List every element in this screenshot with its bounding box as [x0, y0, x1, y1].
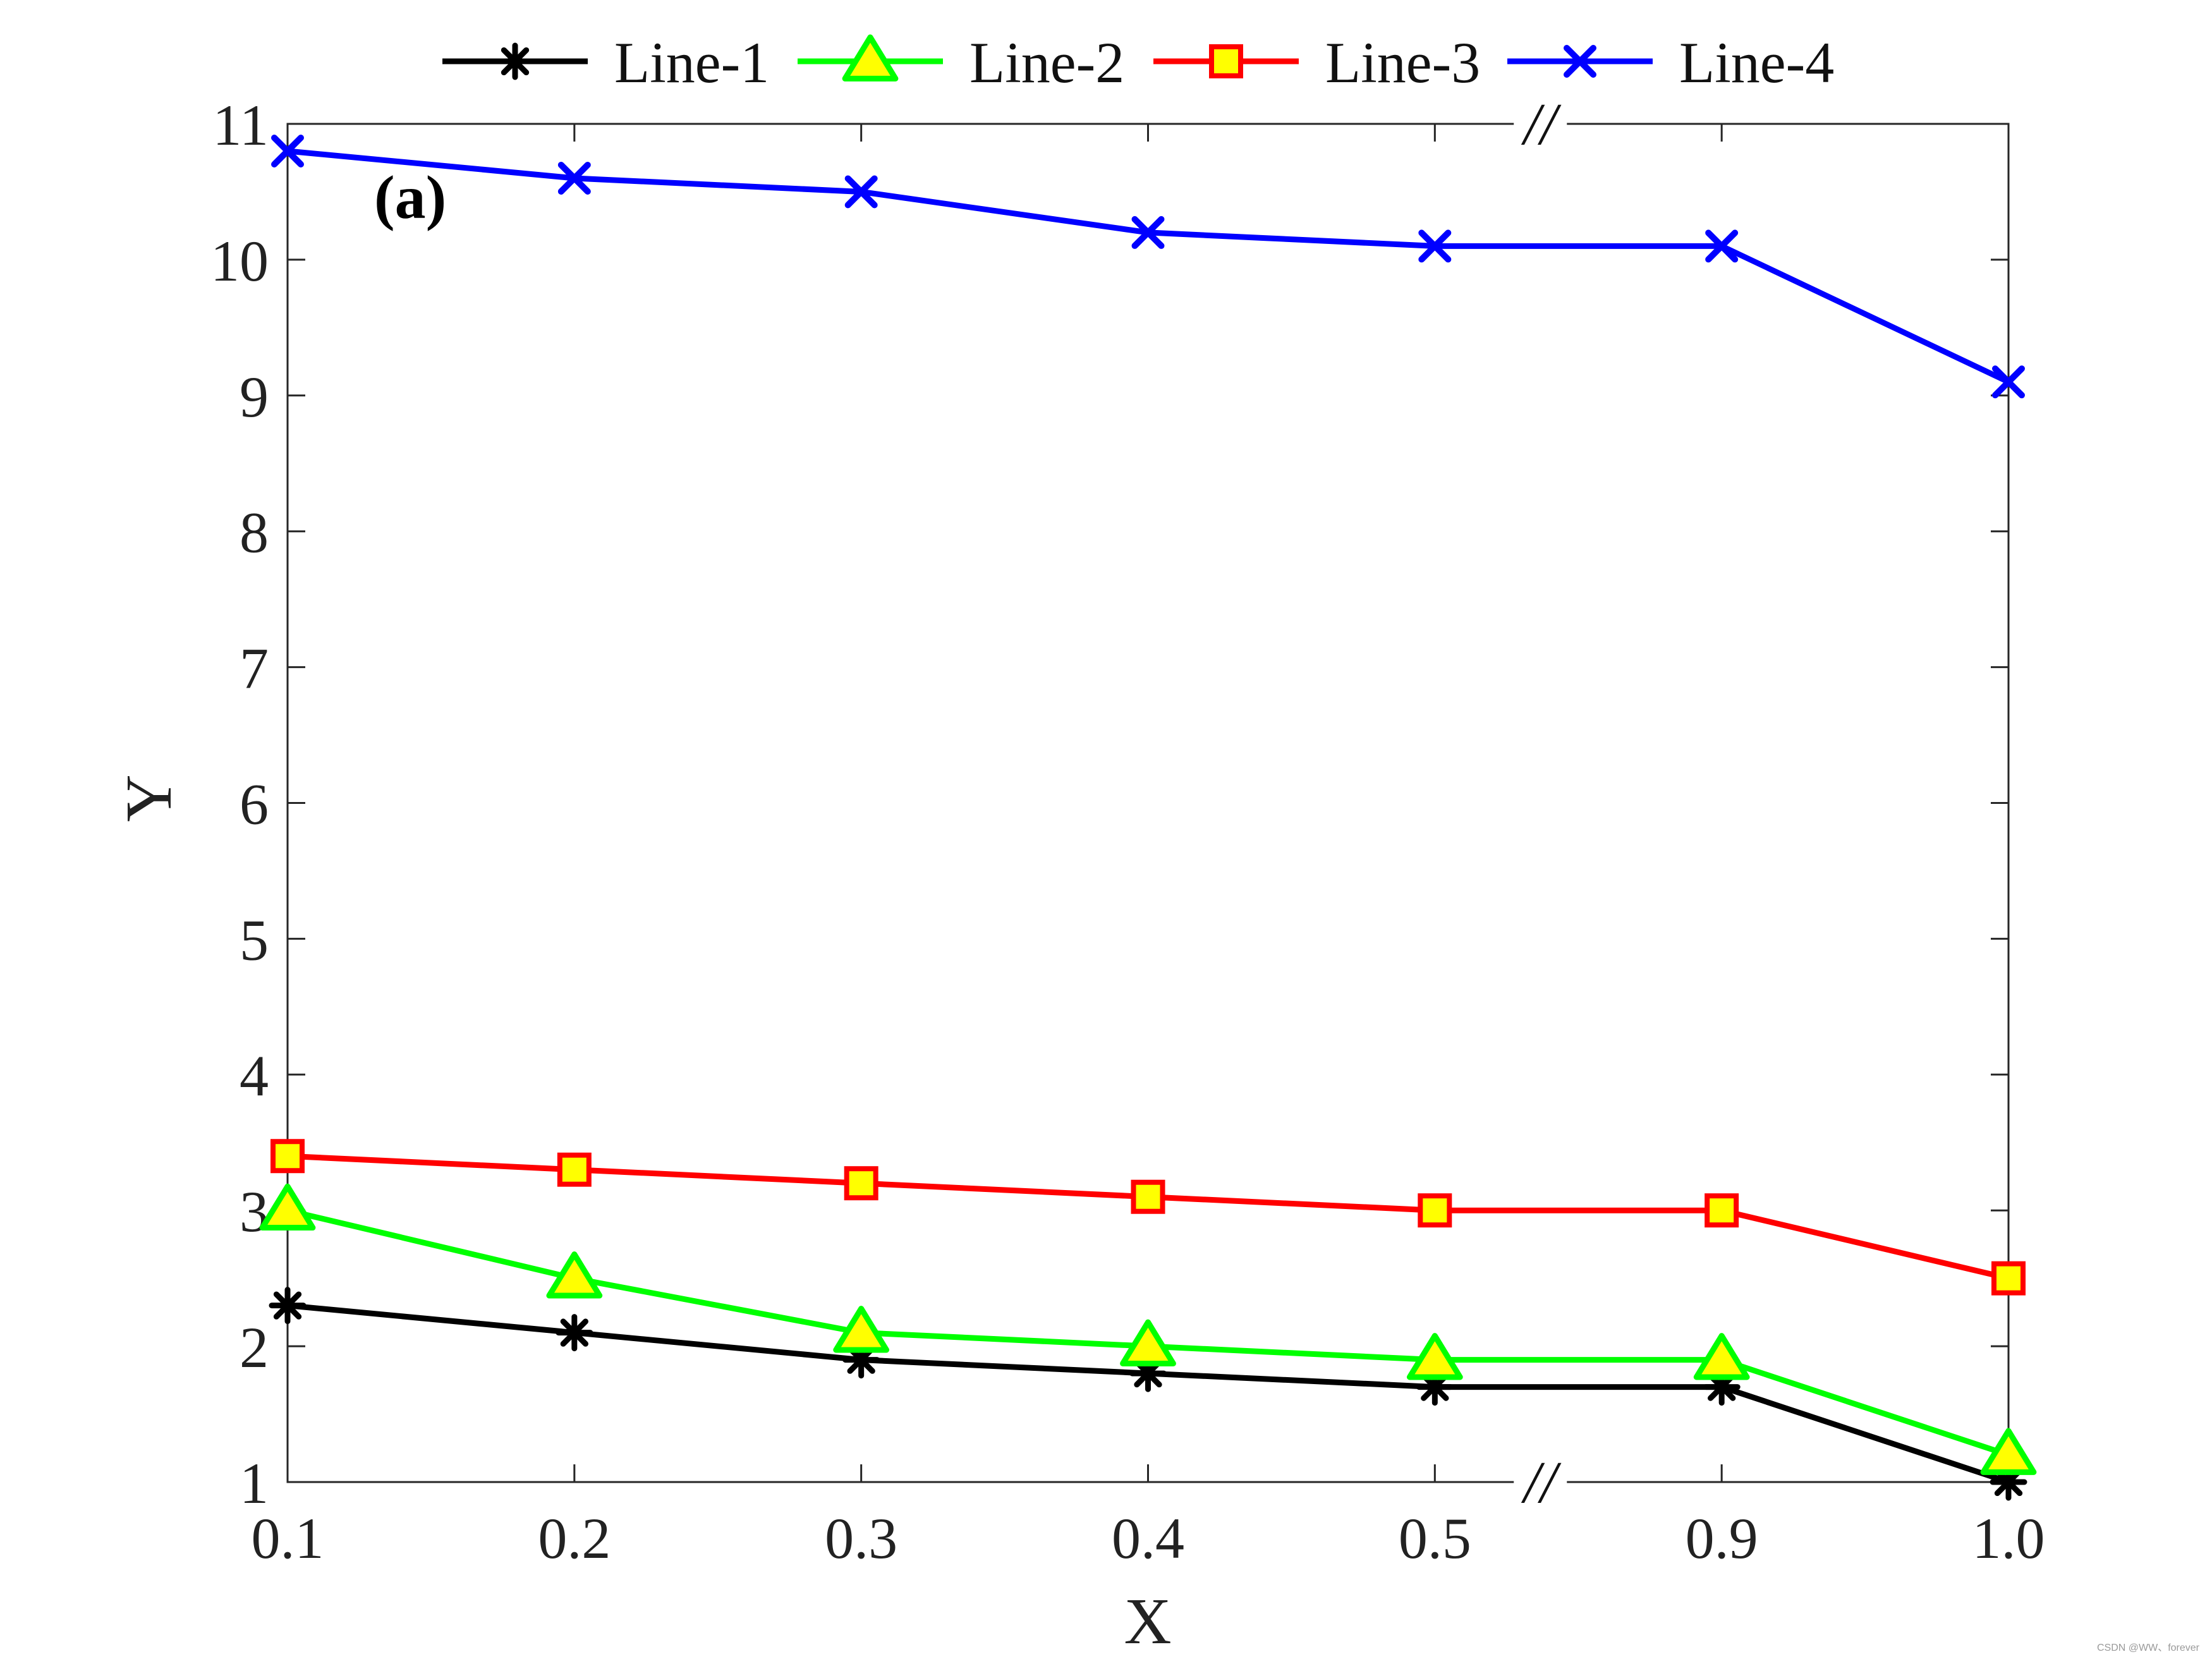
legend-label: Line-2	[969, 30, 1124, 95]
series-1-point	[556, 1314, 593, 1352]
series-2-point	[1980, 1428, 2037, 1475]
legend: Line-1 Line-2 Line-3 Line-4	[442, 30, 1834, 95]
legend-label: Line-4	[1679, 30, 1834, 95]
y-tick-label: 5	[240, 908, 269, 972]
series-4-point	[557, 161, 591, 195]
axis-break-bottom: //	[1514, 1450, 1567, 1516]
y-tick-label: 9	[240, 365, 269, 429]
legend-swatch-marker	[1564, 45, 1596, 78]
series-2-point	[259, 1183, 316, 1231]
legend-item-2: Line-2	[798, 30, 1124, 95]
x-tick-label: 0.1	[252, 1506, 324, 1571]
series-4-point	[844, 175, 878, 209]
series-markers	[259, 134, 2037, 1501]
legend-label: Line-3	[1325, 30, 1480, 95]
plot-box	[286, 123, 2010, 1483]
y-tick-label: 7	[240, 636, 269, 701]
axis-break-symbol: //	[1521, 1450, 1562, 1516]
legend-swatch-marker	[842, 34, 899, 82]
series-4-point	[1418, 229, 1452, 263]
x-tick-label: 0.2	[538, 1506, 611, 1571]
axis-break-symbol: //	[1521, 92, 1562, 157]
axis-breaks: // //	[1514, 92, 1567, 1516]
axis-break-top: //	[1514, 92, 1567, 157]
series-4-point	[1705, 229, 1739, 263]
x-tick-label: 1.0	[1972, 1506, 2045, 1571]
series-4-point	[1992, 365, 2025, 399]
legend-swatch-marker	[496, 42, 534, 80]
series-line-4	[287, 148, 2010, 385]
x-tick-label: 0.9	[1686, 1506, 1758, 1571]
legend-item-3: Line-3	[1153, 30, 1480, 95]
x-tick-label: 0.5	[1399, 1506, 1471, 1571]
series-3-point	[557, 1152, 592, 1187]
y-axis: 1 2 3 4 5 6 7 8 9 10 11	[210, 93, 2008, 1516]
series-line-3	[287, 1153, 2010, 1282]
series-4-point	[1131, 216, 1165, 249]
series-2-point	[833, 1306, 890, 1353]
x-axis-label: X	[1124, 1585, 1171, 1658]
series-2-point	[1120, 1319, 1176, 1366]
y-tick-label: 4	[240, 1043, 269, 1108]
legend-label: Line-1	[614, 30, 769, 95]
y-tick-label: 8	[240, 501, 269, 565]
series-3-point	[1991, 1261, 2026, 1296]
series-3-point	[1418, 1193, 1452, 1228]
legend-item-4: Line-4	[1507, 30, 1834, 95]
series-lines	[286, 148, 2010, 1485]
watermark: CSDN @WW、forever	[2096, 1643, 2199, 1653]
x-axis: 0.1 0.2 0.3 0.4 0.5 0.9 1.0	[252, 124, 2045, 1571]
series-3-point	[1705, 1193, 1739, 1228]
plot-frame	[286, 123, 2010, 1483]
legend-swatch-marker	[1209, 44, 1243, 78]
series-3-point	[270, 1139, 305, 1174]
y-tick-label: 10	[210, 229, 269, 293]
x-tick-label: 0.3	[825, 1506, 897, 1571]
x-tick-label: 0.4	[1112, 1506, 1184, 1571]
series-4-point	[271, 134, 304, 167]
y-tick-label: 2	[240, 1315, 269, 1380]
y-axis-label: Y	[112, 774, 185, 822]
legend-item-1: Line-1	[442, 30, 769, 95]
y-tick-label: 6	[240, 772, 269, 837]
y-tick-label: 3	[240, 1179, 269, 1244]
y-tick-label: 11	[212, 93, 269, 157]
panel-label: (a)	[374, 164, 446, 232]
series-2-point	[1406, 1333, 1463, 1380]
series-2-point	[546, 1251, 603, 1299]
series-1-point	[269, 1287, 307, 1325]
y-tick-label: 1	[240, 1451, 269, 1516]
series-3-point	[1131, 1179, 1165, 1214]
series-2-point	[1693, 1333, 1750, 1380]
series-3-point	[844, 1166, 878, 1201]
